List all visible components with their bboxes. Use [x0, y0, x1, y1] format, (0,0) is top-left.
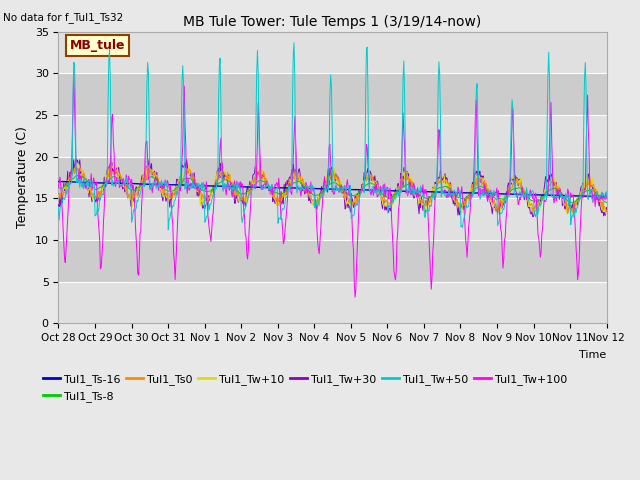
Bar: [58, 32, 607, 73]
Text: Time: Time: [579, 350, 607, 360]
Y-axis label: Temperature (C): Temperature (C): [16, 127, 29, 228]
Bar: [58, 115, 607, 156]
Text: No data for f_Tul1_Ts32: No data for f_Tul1_Ts32: [3, 12, 124, 23]
Bar: [58, 156, 607, 198]
Bar: [58, 73, 607, 115]
Bar: [58, 282, 607, 324]
Bar: [58, 240, 607, 282]
Text: MB_tule: MB_tule: [69, 39, 125, 52]
Bar: [58, 198, 607, 240]
Title: MB Tule Tower: Tule Temps 1 (3/19/14-now): MB Tule Tower: Tule Temps 1 (3/19/14-now…: [184, 15, 482, 29]
Legend: Tul1_Ts-16, Tul1_Ts-8, Tul1_Ts0, Tul1_Tw+10, Tul1_Tw+30, Tul1_Tw+50, Tul1_Tw+100: Tul1_Ts-16, Tul1_Ts-8, Tul1_Ts0, Tul1_Tw…: [38, 370, 572, 406]
